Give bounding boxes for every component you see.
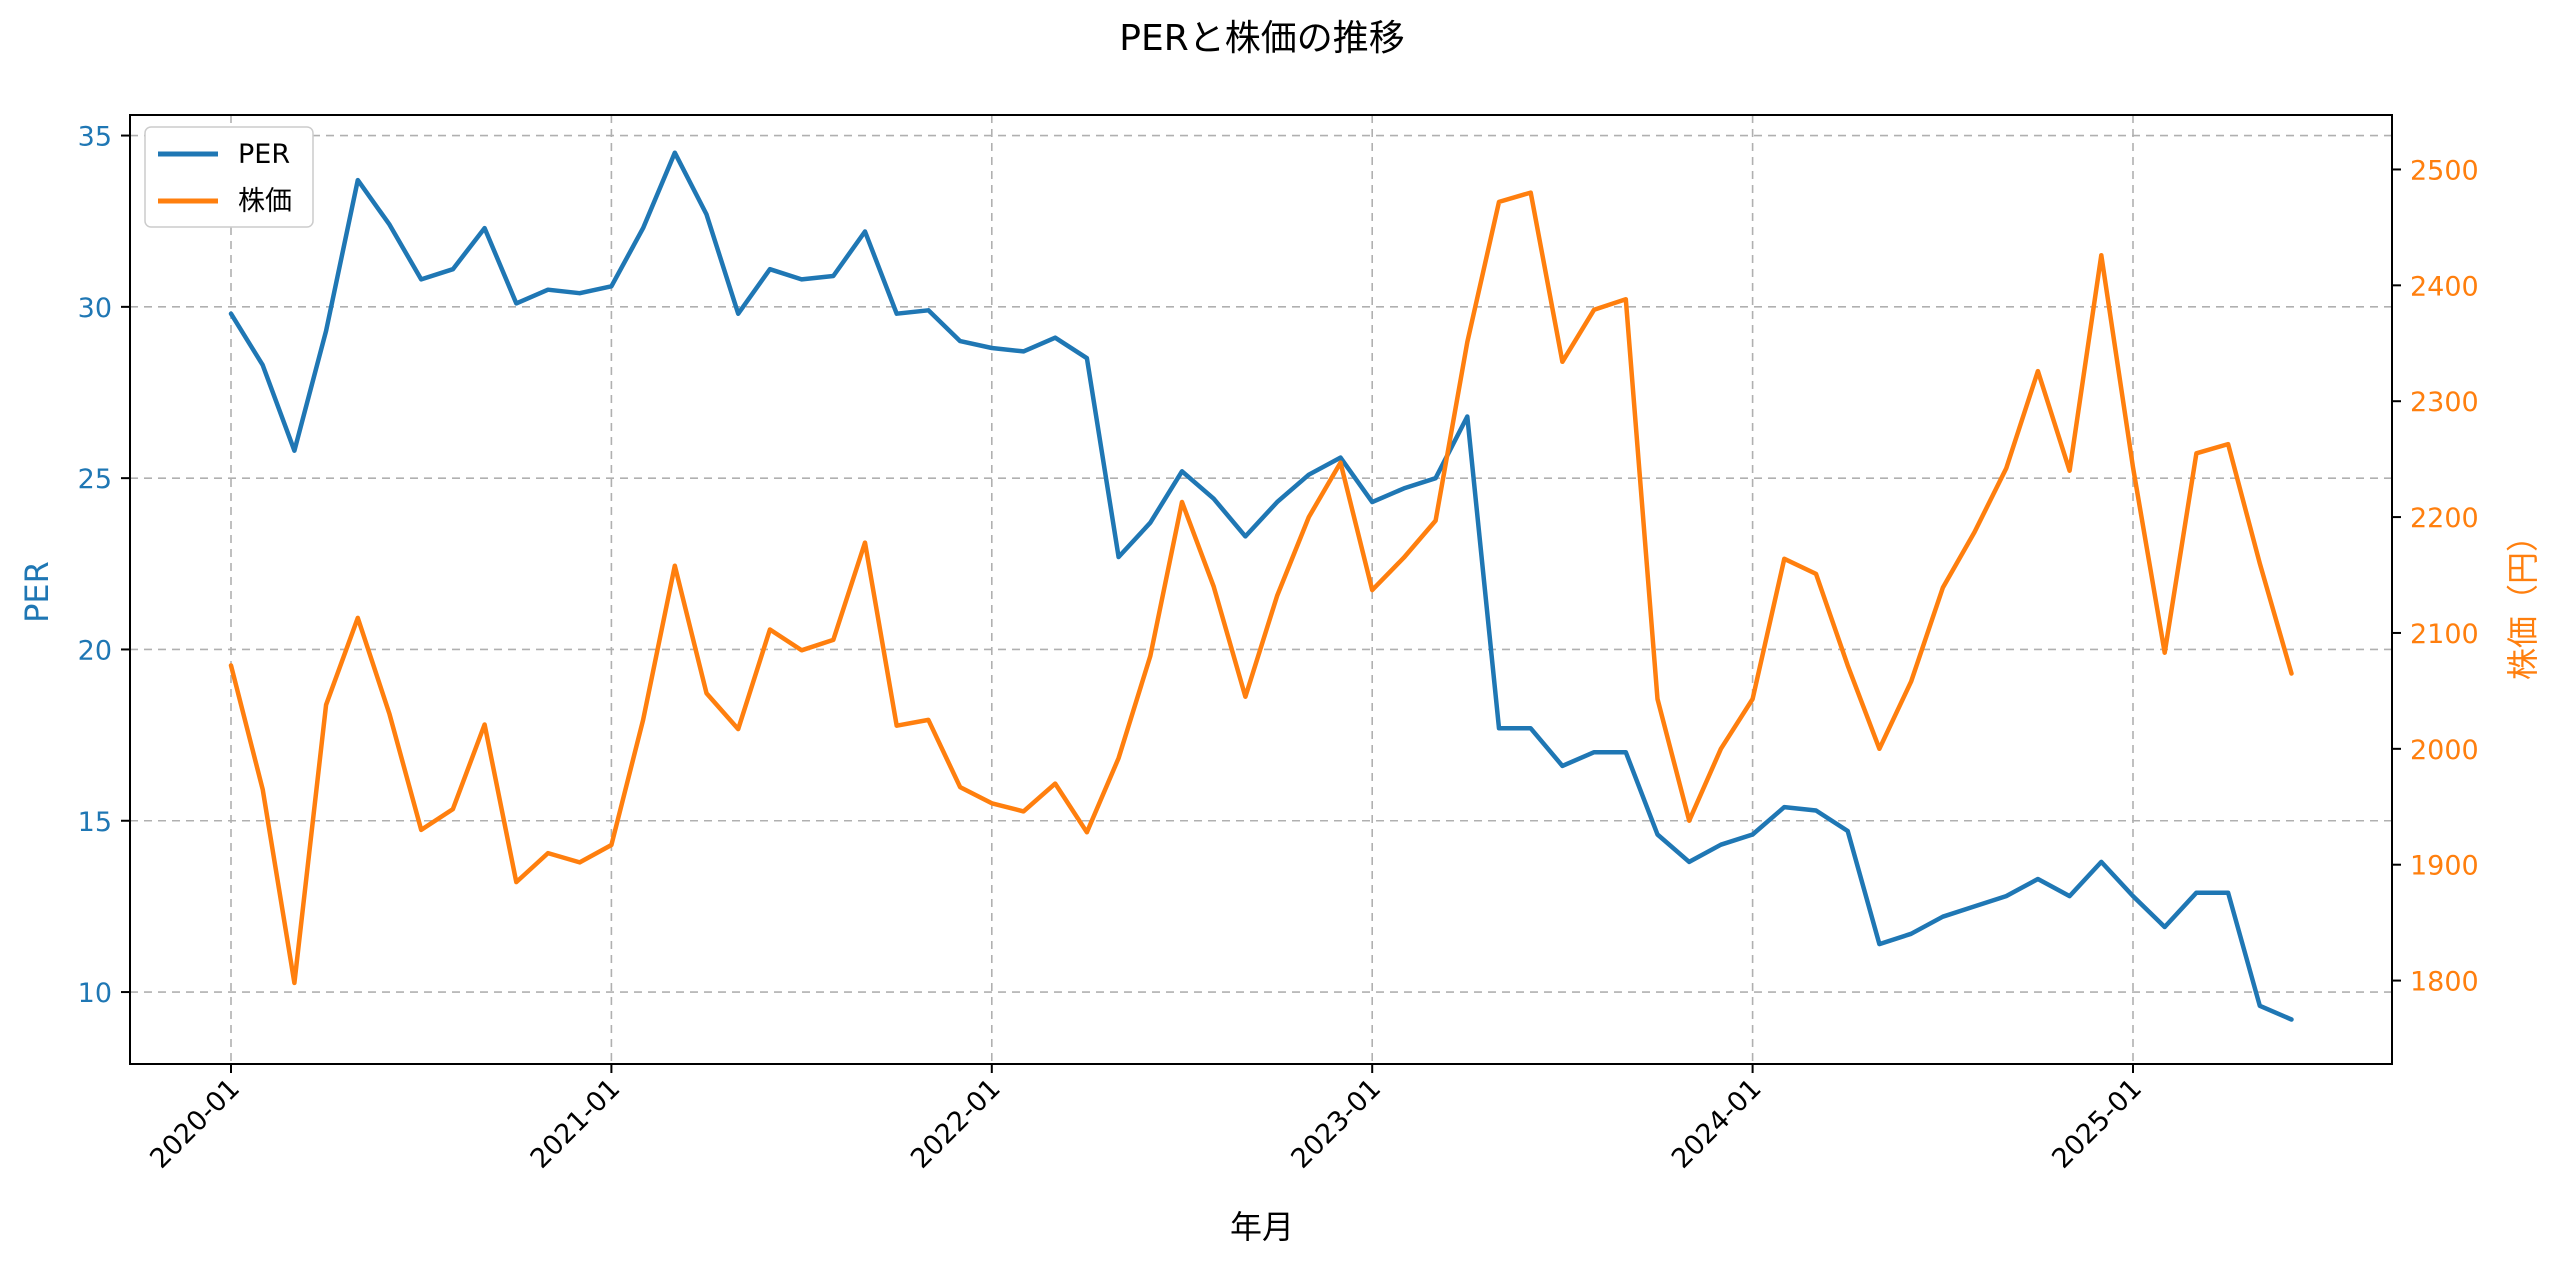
grid [130,115,2392,1064]
y-axis-right-label: 株価（円） [2504,520,2542,680]
x-tick-label: 2021-01 [525,1073,627,1175]
y-right-tick-label: 2400 [2410,271,2479,302]
plot-frame [129,114,2393,1065]
x-tick-label: 2024-01 [1666,1073,1768,1175]
axis-ticks: 2020-01 2021-01 2022-01 2023-01 2024-01 2025-… [78,122,2479,1175]
y-right-tick-label: 2100 [2410,619,2479,650]
y-left-tick-label: 15 [78,807,112,838]
y-right-tick-label: 2500 [2410,155,2479,186]
y-left-tick-label: 35 [78,122,112,153]
legend-label-price: 株価 [238,186,292,217]
x-tick-label: 2025-01 [2046,1073,2148,1175]
series-lines [228,150,2294,1022]
y-right-tick-label: 1900 [2410,851,2479,882]
series-line-per [228,150,2294,1022]
y-left-tick-label: 10 [78,978,112,1009]
y-right-tick-label: 2200 [2410,503,2479,534]
x-tick-label: 2023-01 [1285,1073,1387,1175]
y-left-tick-label: 20 [78,635,112,666]
y-right-tick-label: 2000 [2410,735,2479,766]
legend-label-per: PER [238,139,290,170]
y-left-tick-label: 30 [78,293,112,324]
y-left-tick-label: 25 [78,464,112,495]
x-axis-label: 年月 [1230,1208,1294,1246]
x-tick-label: 2022-01 [905,1073,1007,1175]
y-axis-left-label: PER [18,561,56,623]
chart-title: PERと株価の推移 [1119,18,1404,59]
x-tick-label: 2020-01 [144,1073,246,1175]
series-line-price [228,190,2294,986]
y-right-tick-label: 2300 [2410,387,2479,418]
legend: PER 株価 [144,126,314,228]
y-right-tick-label: 1800 [2410,967,2479,998]
